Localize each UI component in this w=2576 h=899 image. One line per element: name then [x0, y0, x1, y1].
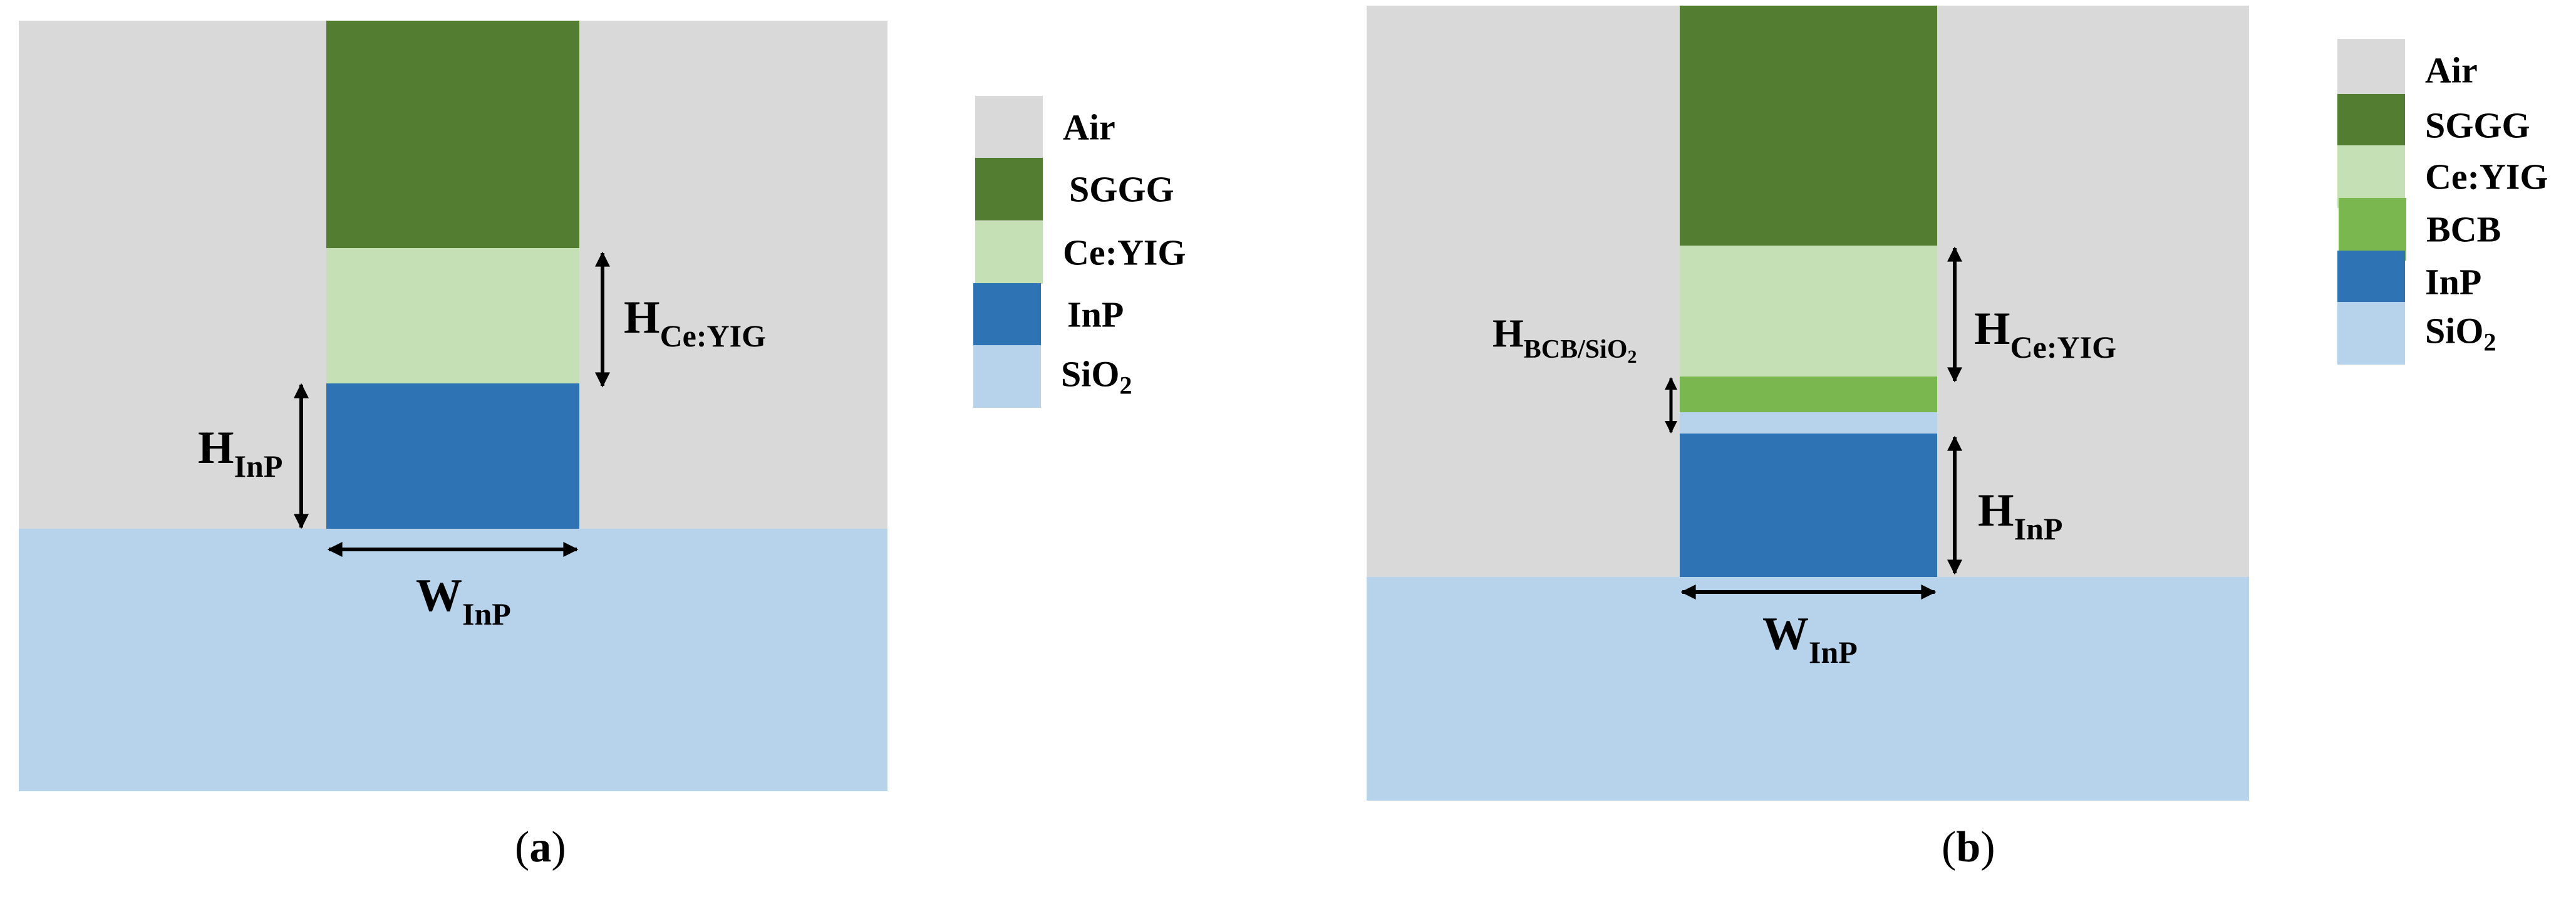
- ceyig-layer: [326, 248, 579, 383]
- panel-b: HCe:YIG HBCB/SiO2 HInP WInP Air SGGG Ce:…: [1315, 0, 2576, 899]
- sio2-swatch: [973, 345, 1041, 408]
- thin-sio2-layer: [1680, 412, 1937, 434]
- caption-b: (b): [1942, 823, 1995, 871]
- h-ceyig-label: HCe:YIG: [624, 292, 766, 353]
- h-bcb-sio2-label: HBCB/SiO2: [1492, 311, 1637, 367]
- cross-section-b: [1367, 6, 2249, 801]
- ceyig-layer: [1680, 246, 1937, 377]
- sggg-layer: [1680, 6, 1937, 246]
- air-swatch: [2337, 39, 2405, 101]
- inp-layer: [1680, 434, 1937, 577]
- bcb-layer: [1680, 377, 1937, 412]
- panel-a: HCe:YIG HInP WInP Air SGGG Ce:YIG InP Si…: [19, 21, 1186, 871]
- sggg-layer: [326, 21, 579, 248]
- h-inp-label: HInP: [1978, 485, 2063, 546]
- sio2-substrate: [1367, 577, 2249, 801]
- sio2-substrate: [19, 529, 887, 791]
- w-inp-label: WInP: [416, 570, 511, 631]
- ceyig-swatch: [975, 221, 1043, 284]
- h-inp-label: HInP: [198, 422, 283, 484]
- inp-swatch: [973, 283, 1041, 346]
- bcb-swatch: [2339, 198, 2406, 261]
- sio2-swatch: [2337, 302, 2405, 365]
- caption-a: (a): [515, 823, 566, 871]
- h-ceyig-label: HCe:YIG: [1974, 303, 2116, 365]
- sggg-swatch: [975, 158, 1043, 221]
- cross-section-a: [19, 21, 887, 791]
- inp-layer: [326, 383, 579, 529]
- air-swatch: [975, 96, 1043, 158]
- ceyig-swatch: [2337, 145, 2405, 208]
- w-inp-label: WInP: [1762, 608, 1858, 670]
